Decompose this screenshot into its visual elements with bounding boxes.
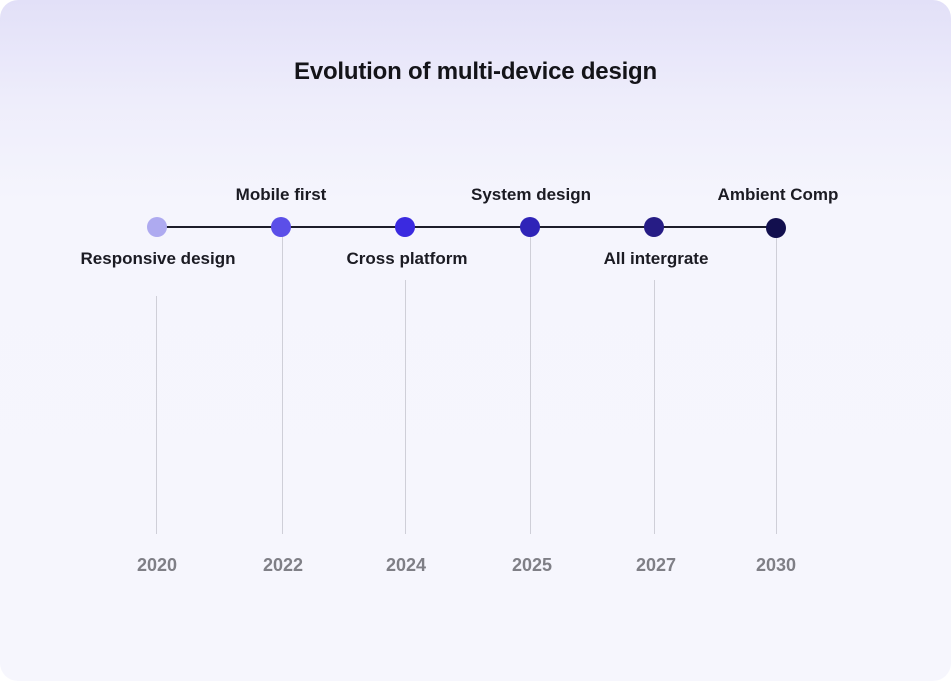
year-label-2025: 2025: [511, 555, 553, 575]
milestone-label-2020: Responsive design: [80, 249, 236, 268]
guide-line-2020: [156, 296, 157, 534]
year-label-2020: 2020: [136, 555, 178, 575]
guide-line-2027: [654, 280, 655, 534]
milestone-dot-2024: [395, 217, 415, 237]
milestone-dot-2022: [271, 217, 291, 237]
guide-line-2022: [282, 236, 283, 534]
diagram-title: Evolution of multi-device design: [294, 58, 657, 85]
milestone-dot-2027: [644, 217, 664, 237]
milestone-label-2024: Cross platform: [346, 249, 468, 268]
guide-line-2024: [405, 280, 406, 534]
milestone-label-2030: Ambient Comp: [717, 185, 839, 204]
year-label-2030: 2030: [755, 555, 797, 575]
milestone-label-2027: All intergrate: [603, 249, 709, 268]
guide-line-2025: [530, 236, 531, 534]
timeline-axis: [157, 226, 776, 228]
milestone-dot-2025: [520, 217, 540, 237]
milestone-dot-2030: [766, 218, 786, 238]
milestone-label-2022: Mobile first: [235, 185, 327, 204]
guide-line-2030: [776, 236, 777, 534]
year-label-2024: 2024: [385, 555, 427, 575]
year-label-2027: 2027: [635, 555, 677, 575]
year-label-2022: 2022: [262, 555, 304, 575]
milestone-dot-2020: [147, 217, 167, 237]
milestone-label-2025: System design: [471, 185, 591, 204]
